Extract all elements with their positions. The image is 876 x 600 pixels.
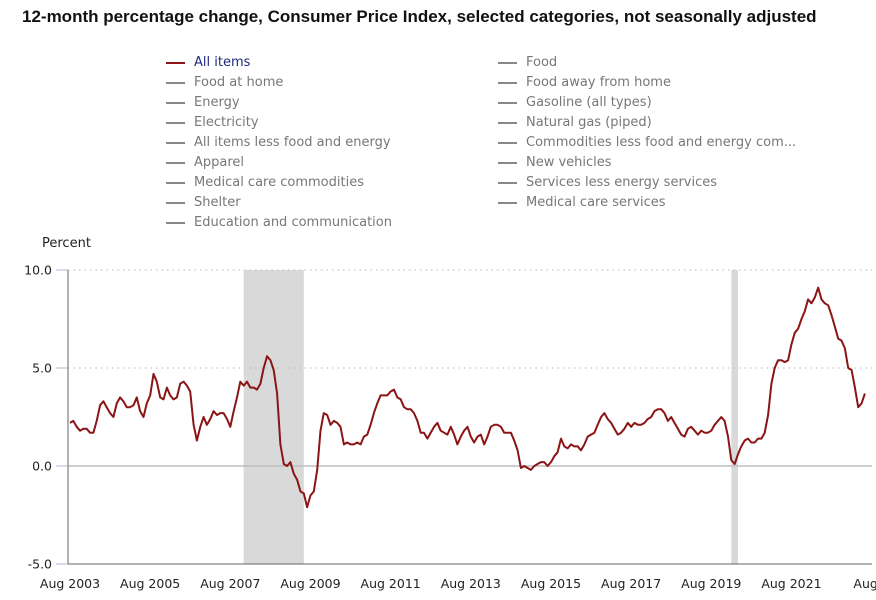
axes-layer (67, 270, 872, 565)
legend-label: Food away from home (526, 75, 671, 90)
legend-label: All items less food and energy (194, 135, 391, 150)
legend-swatch-icon (166, 82, 185, 84)
legend-item-new-vehicles[interactable]: New vehicles (498, 153, 796, 173)
legend-swatch-icon (498, 82, 517, 84)
legend-swatch-icon (498, 122, 517, 124)
chart-title: 12-month percentage change, Consumer Pri… (22, 7, 817, 26)
legend-swatch-icon (166, 182, 185, 184)
recession-shading-layer (243, 270, 738, 564)
legend-item-medical-care-services[interactable]: Medical care services (498, 193, 796, 213)
x-tick-label: Aug 2005 (120, 576, 180, 591)
legend-label: Education and communication (194, 215, 392, 230)
legend-item-energy[interactable]: Energy (166, 93, 392, 113)
x-tick-label: Aug 2007 (200, 576, 260, 591)
legend-label: All items (194, 55, 251, 70)
recession-band (243, 270, 304, 564)
legend-swatch-icon (498, 102, 517, 104)
legend-label: Food at home (194, 75, 284, 90)
legend-swatch-icon (166, 142, 185, 144)
legend-item-shelter[interactable]: Shelter (166, 193, 392, 213)
legend-item-food[interactable]: Food (498, 53, 796, 73)
legend-swatch-icon (498, 182, 517, 184)
legend-label: New vehicles (526, 155, 612, 170)
legend-label: Gasoline (all types) (526, 95, 652, 110)
y-axis-label: Percent (42, 236, 91, 251)
x-tick-label: Aug 2015 (521, 576, 581, 591)
x-tick-label: Aug 2009 (280, 576, 340, 591)
legend-swatch-icon (498, 62, 517, 64)
gridlines-layer (68, 269, 872, 467)
legend-item-gasoline[interactable]: Gasoline (all types) (498, 93, 796, 113)
legend-item-core[interactable]: All items less food and energy (166, 133, 392, 153)
legend-item-services-less-energy[interactable]: Services less energy services (498, 173, 796, 193)
legend-label: Natural gas (piped) (526, 115, 652, 130)
legend-label: Electricity (194, 115, 259, 130)
legend-item-all-items[interactable]: All items (166, 53, 392, 73)
x-tick-labels: Aug 2003 Aug 2005 Aug 2007 Aug 2009 Aug 2011… (40, 576, 876, 591)
legend-swatch-icon (166, 162, 185, 164)
y-tick-label: 10.0 (24, 263, 52, 278)
legend-label: Shelter (194, 195, 241, 210)
recession-band (731, 270, 738, 564)
legend-column-left: All items Food at home Energy Electricit… (166, 53, 392, 233)
legend-column-right: Food Food away from home Gasoline (all t… (498, 53, 796, 213)
legend-item-food-at-home[interactable]: Food at home (166, 73, 392, 93)
legend-swatch-icon (498, 162, 517, 164)
legend-swatch-icon (166, 222, 185, 224)
legend-swatch-icon (166, 122, 185, 124)
legend-label: Medical care commodities (194, 175, 364, 190)
legend-label: Energy (194, 95, 240, 110)
legend-swatch-icon (498, 142, 517, 144)
y-tick-labels: 10.0 5.0 0.0 -5.0 (24, 263, 68, 572)
legend-item-commodities-less-food-energy[interactable]: Commodities less food and energy com... (498, 133, 796, 153)
legend-swatch-icon (498, 202, 517, 204)
x-tick-label: Aug 2019 (681, 576, 741, 591)
x-tick-label: Aug 2003 (40, 576, 100, 591)
x-tick-label: Aug 2011 (361, 576, 421, 591)
x-tick-label: Aug 2013 (441, 576, 501, 591)
y-tick-label: 5.0 (32, 361, 52, 376)
legend-item-apparel[interactable]: Apparel (166, 153, 392, 173)
y-tick-label: 0.0 (32, 459, 52, 474)
series-line-all-items (69, 286, 866, 509)
legend-label: Commodities less food and energy com... (526, 135, 797, 150)
x-tick-label: Aug 2017 (601, 576, 661, 591)
legend-label: Medical care services (526, 195, 666, 210)
legend-swatch-icon (166, 102, 185, 104)
x-tick-label: Aug 2021 (761, 576, 821, 591)
legend-label: Services less energy services (526, 175, 718, 190)
legend-item-natural-gas[interactable]: Natural gas (piped) (498, 113, 796, 133)
legend-item-medical-care-commodities[interactable]: Medical care commodities (166, 173, 392, 193)
legend-item-food-away-from-home[interactable]: Food away from home (498, 73, 796, 93)
legend-label: Food (526, 55, 558, 70)
legend-item-electricity[interactable]: Electricity (166, 113, 392, 133)
legend-swatch-icon (166, 62, 185, 64)
legend-swatch-icon (166, 202, 185, 204)
x-tick-label: Aug 2 (853, 576, 876, 591)
legend-label: Apparel (194, 155, 245, 170)
y-tick-label: -5.0 (28, 557, 52, 572)
series-layer (69, 286, 866, 509)
legend-item-education-communication[interactable]: Education and communication (166, 213, 392, 233)
